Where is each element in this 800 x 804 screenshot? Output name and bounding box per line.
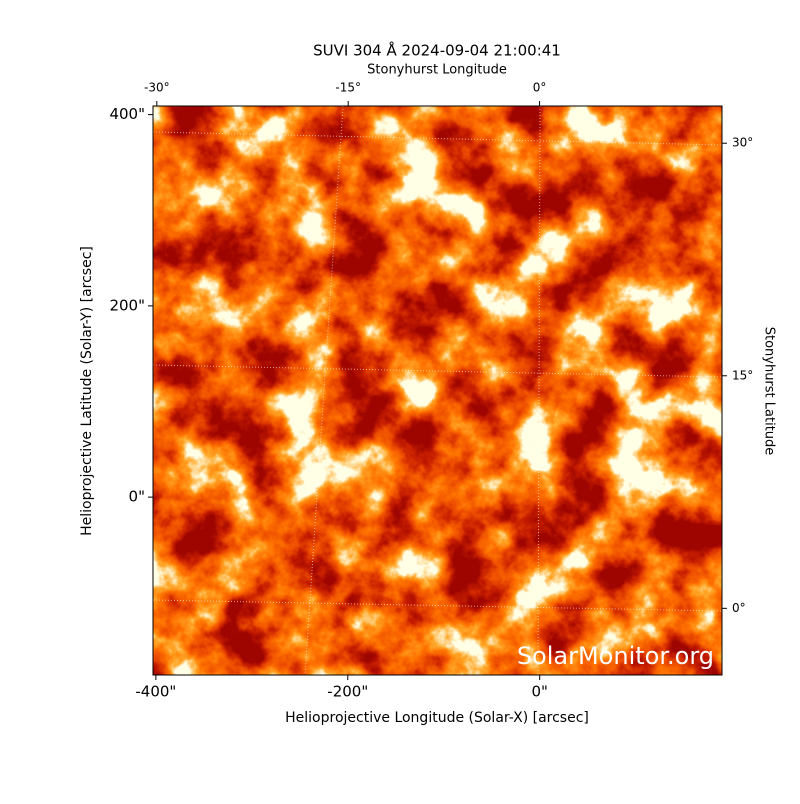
- stonyhurst-grid: [153, 106, 722, 675]
- grid-line: [304, 106, 344, 675]
- grid-line: [153, 131, 722, 146]
- y-tick-label: 200": [109, 296, 145, 314]
- plot-frame: [152, 105, 723, 676]
- grid-line: [537, 106, 541, 675]
- y2-tick-label: 0°: [732, 601, 746, 615]
- x2-tick-label: -30°: [144, 81, 170, 95]
- x2-tick-label: -15°: [335, 81, 361, 95]
- x-tick-label: -200": [327, 683, 368, 701]
- watermark: SolarMonitor.org: [517, 642, 714, 670]
- chart-title: SUVI 304 Å 2024-09-04 21:00:41: [313, 41, 561, 60]
- y2-axis-label: Stonyhurst Latitude: [762, 327, 777, 456]
- x-tick-label: -400": [135, 683, 176, 701]
- grid-line: [153, 599, 722, 612]
- grid-line: [153, 364, 722, 378]
- y-axis-label: Helioprojective Latitude (Solar-Y) [arcs…: [79, 246, 95, 536]
- y2-tick-label: 30°: [732, 136, 753, 150]
- y-tick-label: 0": [129, 488, 145, 506]
- solar-image: [153, 106, 722, 675]
- x2-tick-label: 0°: [533, 81, 547, 95]
- y-tick-label: 400": [109, 105, 145, 123]
- x-tick-label: 0": [531, 683, 547, 701]
- y2-tick-label: 15°: [732, 368, 753, 382]
- x2-axis-label: Stonyhurst Longitude: [367, 63, 507, 78]
- x-axis-label: Helioprojective Longitude (Solar-X) [arc…: [285, 710, 589, 726]
